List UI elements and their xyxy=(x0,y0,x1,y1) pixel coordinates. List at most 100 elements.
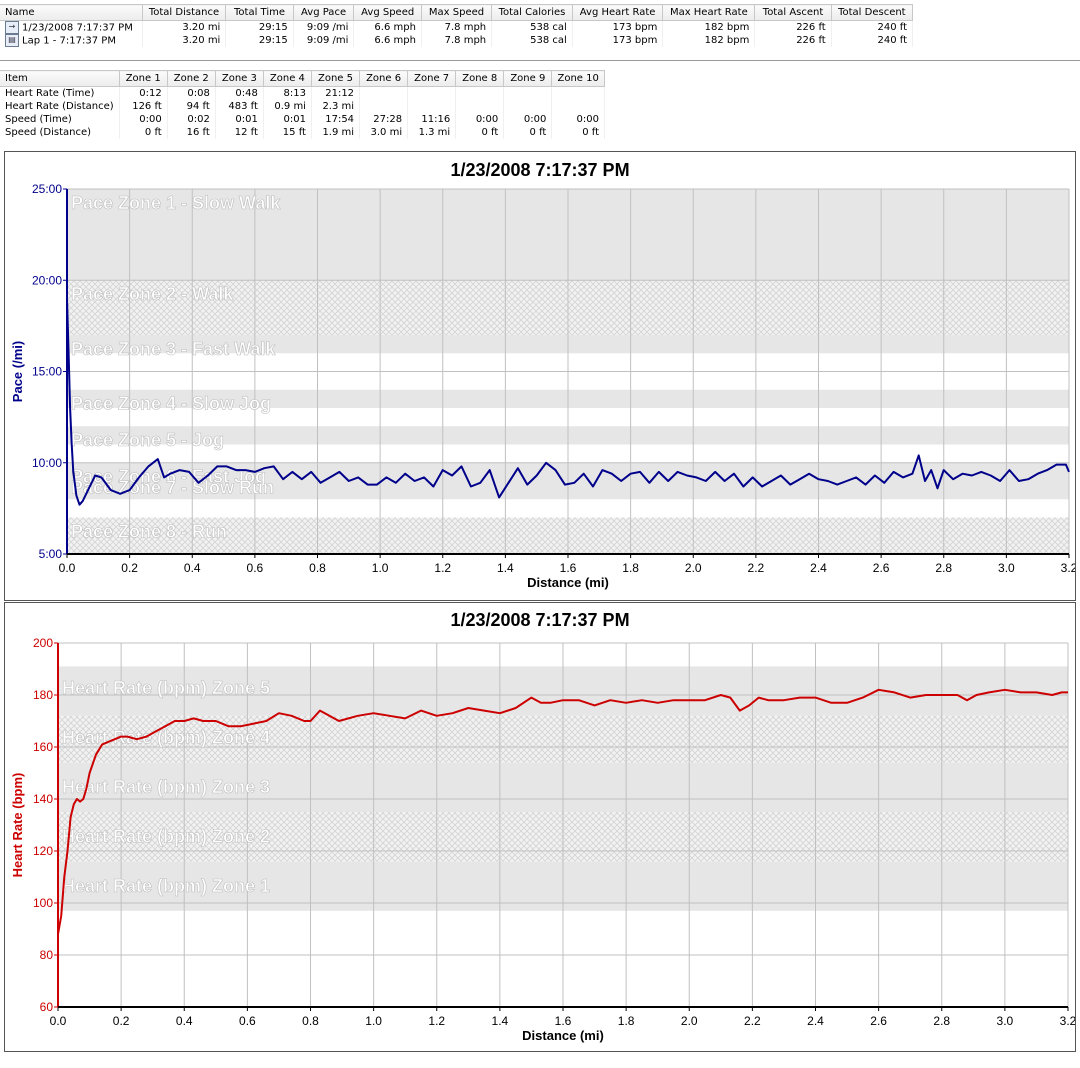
zone-value-cell: 11:16 xyxy=(407,113,457,126)
zone-value-cell: 27:28 xyxy=(359,113,409,126)
summary-column-header[interactable]: Avg Speed xyxy=(353,4,422,21)
zone-value-cell: 126 ft xyxy=(119,100,168,113)
x-tick-label: 2.8 xyxy=(935,561,952,575)
zone-column-header[interactable]: Zone 1 xyxy=(119,70,168,87)
heart-rate-chart[interactable]: 1/23/2008 7:17:37 PM Heart Rate (bpm) Zo… xyxy=(4,602,1077,1052)
x-tick-label: 1.2 xyxy=(428,1014,445,1028)
summary-value-cell: 7.8 mph xyxy=(421,34,493,47)
summary-column-header[interactable]: Avg Heart Rate xyxy=(572,4,664,21)
summary-column-header[interactable]: Max Speed xyxy=(421,4,493,21)
series-line xyxy=(66,298,1070,506)
zone-label: Pace Zone 1 - Slow Walk xyxy=(71,193,281,213)
zone-value-cell: 0 ft xyxy=(551,126,605,139)
zone-name-cell: Heart Rate (Time) xyxy=(0,86,120,100)
summary-value-cell: 226 ft xyxy=(754,20,832,34)
summary-value-cell: 240 ft xyxy=(831,34,914,47)
zone-value-cell: 0 ft xyxy=(503,126,553,139)
summary-column-header[interactable]: Total Distance xyxy=(142,4,227,21)
y-tick-label: 80 xyxy=(40,948,54,962)
zone-value-cell: 16 ft xyxy=(167,126,216,139)
zone-value-cell xyxy=(551,100,605,113)
zone-value-cell: 0:08 xyxy=(167,86,216,100)
zone-value-cell: 1.3 mi xyxy=(407,126,457,139)
zone-row[interactable]: Heart Rate (Distance) 126 ft 94 ft 483 ft 0.… xyxy=(0,100,605,113)
zone-row[interactable]: Speed (Time) 0:00 0:02 0:01 0:01 17:54 27:28 11… xyxy=(0,113,605,126)
zone-value-cell xyxy=(407,86,457,100)
runner-icon: → xyxy=(5,21,19,34)
summary-column-header[interactable]: Total Ascent xyxy=(754,4,832,21)
zone-name-cell: Speed (Time) xyxy=(0,113,120,126)
summary-value-cell: 29:15 xyxy=(225,20,294,34)
summary-value-cell: 7.8 mph xyxy=(421,20,493,34)
zone-value-cell xyxy=(359,100,409,113)
pace-chart-svg: Pace Zone 1 - Slow Walk Pace Zone 2 - Wal… xyxy=(10,182,1078,590)
zone-value-cell: 0 ft xyxy=(455,126,505,139)
x-tick-label: 2.0 xyxy=(681,1014,698,1028)
zone-value-cell xyxy=(407,100,457,113)
zone-row[interactable]: Speed (Distance) 0 ft 16 ft 12 ft 15 ft 1.9 m… xyxy=(0,126,605,139)
zone-row[interactable]: Heart Rate (Time) 0:12 0:08 0:48 8:13 21:12 xyxy=(0,86,605,100)
x-tick-label: 2.4 xyxy=(810,561,827,575)
summary-name-cell: → 1/23/2008 7:17:37 PM xyxy=(0,20,143,34)
zone-name-cell: Heart Rate (Distance) xyxy=(0,100,120,113)
zone-column-header[interactable]: Zone 9 xyxy=(503,70,553,87)
x-tick-label: 1.8 xyxy=(618,1014,635,1028)
zone-name-cell: Speed (Distance) xyxy=(0,126,120,139)
zone-column-header[interactable]: Item xyxy=(0,70,120,87)
x-tick-label: 3.0 xyxy=(997,1014,1014,1028)
x-tick-label: 2.4 xyxy=(807,1014,824,1028)
x-tick-label: 2.6 xyxy=(873,561,890,575)
zone-column-header[interactable]: Zone 2 xyxy=(167,70,216,87)
zone-column-header[interactable]: Zone 5 xyxy=(311,70,361,87)
summary-value-cell: 6.6 mph xyxy=(353,20,422,34)
summary-column-header[interactable]: Total Calories xyxy=(491,4,573,21)
zone-label: Pace Zone 5 - Jog xyxy=(71,430,224,450)
summary-column-header[interactable]: Total Descent xyxy=(831,4,914,21)
zone-label: Pace Zone 8 - Run xyxy=(71,521,227,541)
zone-label: Heart Rate (bpm) Zone 1 xyxy=(62,876,270,896)
zone-label: Pace Zone 3 - Fast Walk xyxy=(71,339,276,359)
zone-column-header[interactable]: Zone 7 xyxy=(407,70,457,87)
summary-value-cell: 226 ft xyxy=(754,34,832,47)
pane-separator[interactable] xyxy=(0,60,1080,61)
summary-column-header[interactable]: Total Time xyxy=(225,4,294,21)
zone-value-cell xyxy=(455,86,505,100)
zone-value-cell: 21:12 xyxy=(311,86,361,100)
chart-title: 1/23/2008 7:17:37 PM xyxy=(450,610,630,630)
zone-grid: Item Zone 1 Zone 2 Zone 3 Zone 4 Zone 5 Zone 6… xyxy=(0,70,605,139)
zone-column-header[interactable]: Zone 6 xyxy=(359,70,409,87)
zone-label: Pace Zone 2 - Walk xyxy=(71,284,234,304)
zone-value-cell: 0:02 xyxy=(167,113,216,126)
x-tick-label: 0.8 xyxy=(302,1014,319,1028)
x-tick-label: 1.6 xyxy=(555,1014,572,1028)
zone-column-header[interactable]: Zone 8 xyxy=(455,70,505,87)
x-tick-label: 0.2 xyxy=(113,1014,130,1028)
series-line xyxy=(57,688,1068,935)
pace-chart[interactable]: 1/23/2008 7:17:37 PM Pace Zone 1 - Slow … xyxy=(4,151,1078,601)
summary-column-header[interactable]: Avg Pace xyxy=(293,4,355,21)
summary-row[interactable]: ▤ Lap 1 - 7:17:37 PM 3.20 mi 29:15 9:09 /mi 6… xyxy=(0,34,914,47)
x-tick-label: 2.2 xyxy=(748,561,765,575)
chart-title: 1/23/2008 7:17:37 PM xyxy=(450,160,630,180)
x-tick-label: 1.2 xyxy=(434,561,451,575)
zone-value-cell: 0:00 xyxy=(503,113,553,126)
summary-column-header[interactable]: Name xyxy=(0,4,143,21)
zone-label: Pace Zone 7 - Slow Run xyxy=(71,477,274,497)
x-tick-label: 0.4 xyxy=(184,561,201,575)
zone-value-cell: 0:48 xyxy=(215,86,264,100)
zone-column-header[interactable]: Zone 10 xyxy=(551,70,605,87)
zone-value-cell xyxy=(551,86,605,100)
summary-row[interactable]: → 1/23/2008 7:17:37 PM 3.20 mi 29:15 9:09 /m… xyxy=(0,20,914,34)
zone-value-cell: 17:54 xyxy=(311,113,361,126)
zone-label: Heart Rate (bpm) Zone 4 xyxy=(62,728,270,748)
x-tick-label: 1.6 xyxy=(560,561,577,575)
zone-value-cell xyxy=(503,86,553,100)
zone-value-cell: 0:00 xyxy=(455,113,505,126)
zone-value-cell: 94 ft xyxy=(167,100,216,113)
summary-column-header[interactable]: Max Heart Rate xyxy=(662,4,756,21)
y-tick-label: 5:00 xyxy=(39,547,63,561)
zone-column-header[interactable]: Zone 4 xyxy=(263,70,312,87)
y-tick-label: 25:00 xyxy=(32,182,62,196)
x-tick-label: 0.6 xyxy=(247,561,264,575)
zone-column-header[interactable]: Zone 3 xyxy=(215,70,264,87)
